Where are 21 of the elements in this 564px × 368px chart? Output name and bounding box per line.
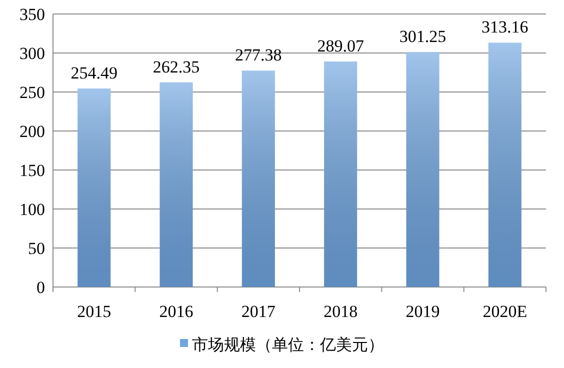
- y-tick-label: 50: [28, 239, 45, 258]
- data-label: 313.16: [482, 18, 528, 37]
- x-tick-label: 2018: [324, 302, 358, 321]
- y-tick-label: 250: [20, 83, 45, 102]
- y-tick-label: 350: [20, 5, 45, 24]
- data-label: 277.38: [235, 46, 282, 65]
- legend-label: 市场规模（单位：亿美元）: [192, 336, 384, 354]
- x-tick-label: 2017: [241, 302, 276, 321]
- y-tick-label: 300: [20, 44, 45, 63]
- x-tick-label: 2020E: [482, 302, 528, 321]
- x-tick-label: 2015: [77, 302, 112, 321]
- y-tick-label: 150: [20, 161, 45, 180]
- y-tick-label: 100: [20, 200, 45, 219]
- data-label: 301.25: [399, 27, 446, 46]
- data-label: 254.49: [70, 64, 118, 82]
- data-label: 289.07: [317, 36, 364, 56]
- x-tick-label: 2019: [406, 302, 440, 321]
- data-label: 262.35: [152, 57, 200, 76]
- y-tick-label: 200: [20, 122, 45, 141]
- y-tick-label: 0: [36, 278, 45, 297]
- x-tick-label: 2016: [159, 302, 194, 321]
